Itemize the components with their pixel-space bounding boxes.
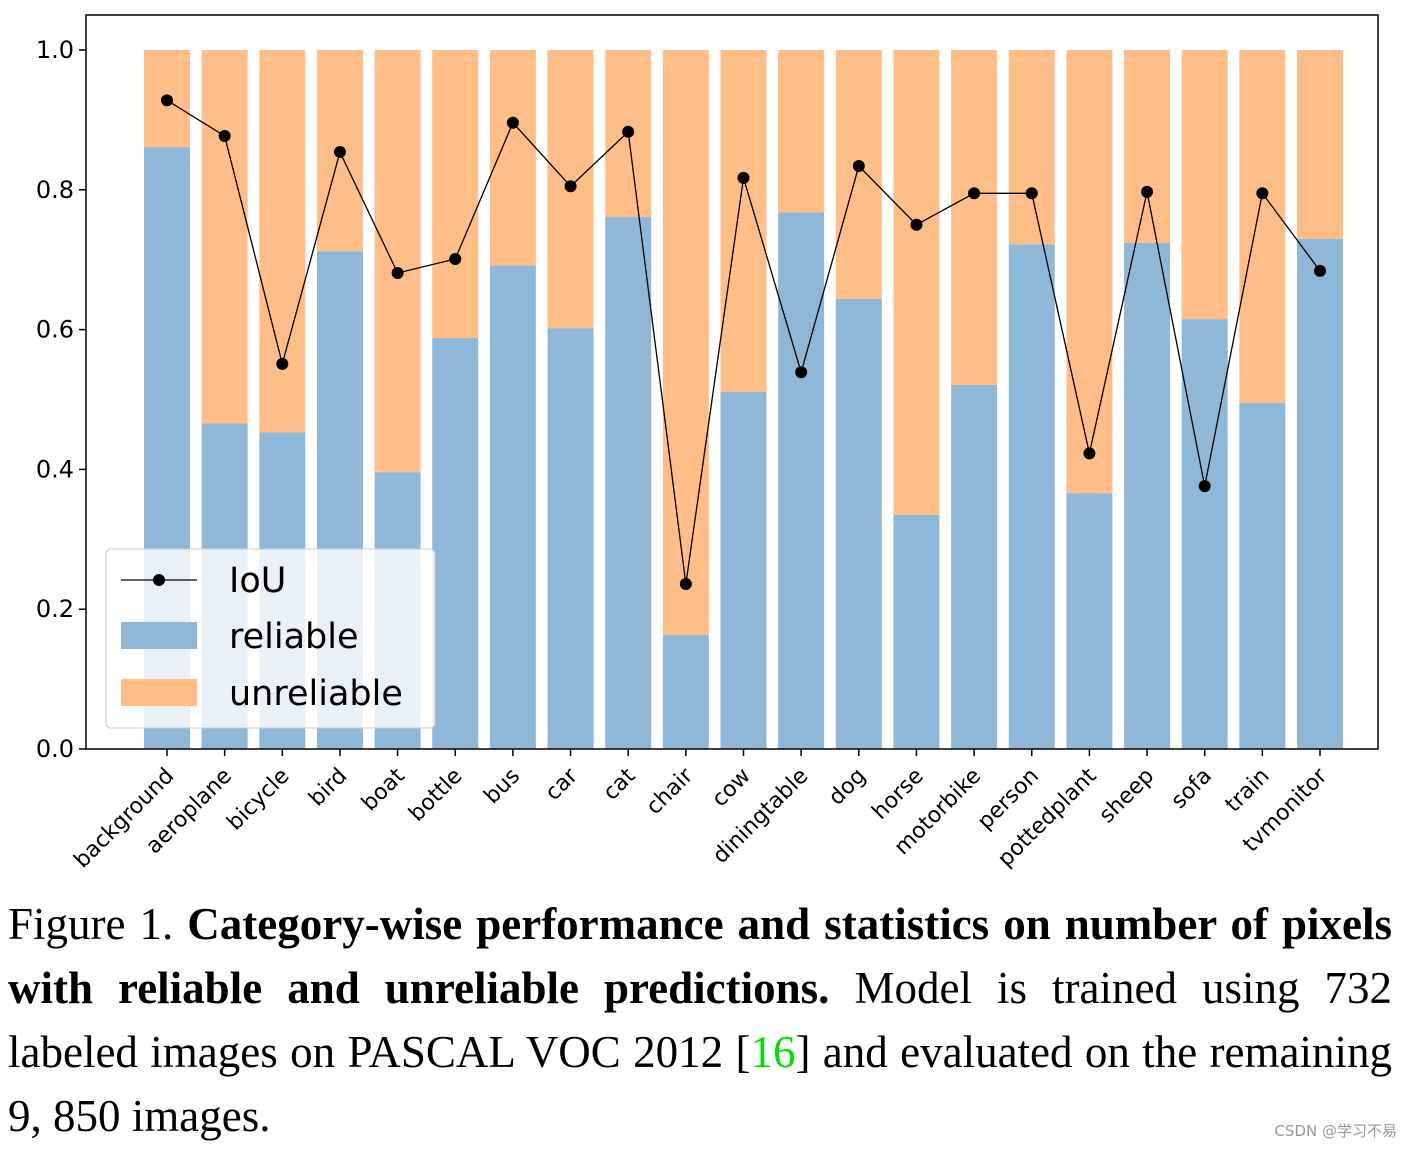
bar-unreliable <box>778 50 825 213</box>
bar-reliable <box>1181 319 1228 749</box>
iou-point <box>276 357 289 370</box>
y-tick-label: 0.4 <box>36 455 74 483</box>
x-tick-label: bird <box>304 764 352 812</box>
x-tick-label: cat <box>599 763 641 805</box>
y-tick-label: 0.2 <box>36 595 74 623</box>
bar-reliable <box>547 328 594 749</box>
bar-unreliable <box>489 50 536 266</box>
legend-iou-marker <box>153 574 165 586</box>
x-tick-label: background <box>70 764 180 874</box>
iou-point <box>333 146 346 159</box>
x-tick-label: bottle <box>404 764 467 827</box>
iou-point <box>852 160 865 173</box>
bar-unreliable <box>893 50 940 515</box>
x-tick-label: sofa <box>1167 764 1217 814</box>
bar-reliable <box>835 298 882 749</box>
iou-point <box>795 366 808 379</box>
iou-point <box>737 171 750 184</box>
bar-unreliable <box>1124 50 1171 243</box>
x-tick-label: boat <box>357 763 410 816</box>
legend-unreliable-swatch <box>121 679 197 706</box>
iou-point <box>564 180 577 193</box>
bar-reliable <box>720 391 767 749</box>
bar-unreliable <box>1239 50 1286 403</box>
x-tick-label: bus <box>480 764 526 810</box>
bar-reliable <box>778 212 825 750</box>
iou-point <box>679 578 692 591</box>
iou-point <box>506 116 519 129</box>
x-tick-label: train <box>1221 764 1275 818</box>
plot-frame <box>85 14 1379 750</box>
iou-point <box>218 129 231 142</box>
bar-reliable <box>1297 238 1343 750</box>
caption-label: Figure 1. <box>8 899 188 949</box>
bar-unreliable <box>1066 50 1113 494</box>
bar-unreliable <box>720 50 767 392</box>
bar-reliable <box>893 514 940 749</box>
iou-point <box>968 187 981 200</box>
y-tick-label: 0.8 <box>36 176 74 204</box>
legend-label-unreliable: unreliable <box>229 674 403 714</box>
bar-reliable <box>432 337 479 749</box>
x-tick-label: cow <box>707 764 755 812</box>
iou-point <box>910 218 923 231</box>
bar-unreliable <box>951 50 998 385</box>
iou-point <box>449 253 462 266</box>
citation-link[interactable]: 16 <box>750 1027 796 1077</box>
x-tick-label: chair <box>642 763 699 820</box>
bar-unreliable <box>1297 50 1343 239</box>
bar-unreliable <box>1008 50 1055 245</box>
bar-reliable <box>605 217 652 749</box>
iou-point <box>622 125 635 138</box>
y-tick-label: 0.0 <box>36 735 74 763</box>
iou-point <box>1083 447 1096 460</box>
iou-point <box>161 94 173 107</box>
bar-unreliable <box>1181 50 1228 320</box>
bar-unreliable <box>259 50 306 433</box>
watermark: CSDN @学习不易 <box>1274 1122 1397 1140</box>
x-tick-label: dog <box>824 764 871 811</box>
bar-unreliable <box>374 50 421 473</box>
iou-point <box>1141 185 1154 198</box>
x-tick-label: sheep <box>1095 764 1160 829</box>
bar-reliable <box>1066 493 1113 749</box>
bar-reliable <box>1239 402 1286 749</box>
bar-unreliable <box>432 50 479 338</box>
iou-point <box>1198 480 1211 493</box>
caption-text: Model is trained using 732 labeled image… <box>8 963 1392 1077</box>
legend-label-iou: IoU <box>229 561 286 601</box>
iou-point <box>391 266 404 279</box>
bar-reliable <box>662 635 709 749</box>
bar-reliable <box>489 265 536 749</box>
bar-unreliable <box>662 50 709 636</box>
caption-bold: Category-wise performance and statistics… <box>8 899 1392 1013</box>
caption-text-end: ] and evaluated on the remaining 9, 850 … <box>8 1027 1392 1141</box>
y-tick-label: 0.6 <box>36 316 74 344</box>
iou-point <box>1256 187 1269 200</box>
legend-reliable-swatch <box>121 622 197 649</box>
iou-point <box>1025 187 1038 200</box>
bar-reliable <box>1124 242 1171 749</box>
iou-point <box>1314 264 1326 277</box>
bar-reliable <box>951 384 998 749</box>
x-tick-label: bicycle <box>222 764 294 836</box>
bar-unreliable <box>201 50 248 424</box>
figure-caption: Figure 1. Category-wise performance and … <box>8 892 1392 1148</box>
x-tick-label: car <box>541 763 584 806</box>
bar-unreliable <box>835 50 882 299</box>
bar-reliable <box>1008 244 1055 749</box>
legend-label-reliable: reliable <box>229 617 359 657</box>
y-tick-label: 1.0 <box>36 36 74 64</box>
